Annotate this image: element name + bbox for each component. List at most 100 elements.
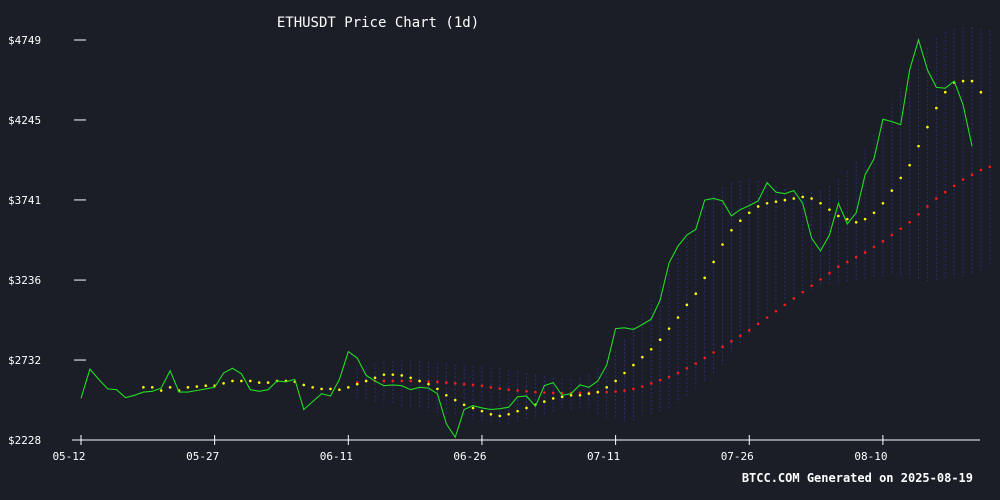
- chart-title: ETHUSDT Price Chart (1d): [277, 15, 479, 31]
- short-ma-point: [302, 383, 306, 387]
- short-ma-point: [854, 221, 858, 224]
- long-ma-point: [480, 384, 484, 388]
- long-ma-point: [676, 371, 680, 375]
- short-ma-point: [605, 386, 608, 389]
- long-ma-point: [819, 278, 822, 281]
- short-ma-point: [917, 144, 920, 148]
- y-tick-label: $4749: [8, 34, 41, 47]
- short-ma-point: [676, 316, 680, 319]
- short-ma-point: [560, 395, 564, 399]
- long-ma-point: [703, 356, 706, 360]
- short-ma-point: [409, 376, 412, 380]
- long-ma-point: [845, 260, 849, 264]
- long-ma-point: [756, 322, 760, 326]
- long-ma-point: [551, 391, 555, 395]
- short-ma-point: [142, 386, 145, 389]
- short-ma-point: [596, 390, 600, 394]
- y-tick-label: $3741: [8, 194, 41, 207]
- long-ma-point: [721, 345, 724, 349]
- short-ma-point: [222, 382, 225, 385]
- long-ma-point: [649, 382, 653, 385]
- short-ma-point: [248, 379, 252, 383]
- short-ma-point: [498, 414, 502, 418]
- short-ma-point: [525, 406, 528, 410]
- long-ma-point: [641, 385, 644, 388]
- short-ma-point: [168, 386, 172, 389]
- price-line: [80, 37, 973, 439]
- long-ma-point: [783, 303, 787, 307]
- short-ma-point: [436, 387, 439, 391]
- long-ma-point: [578, 391, 582, 395]
- long-ma-point: [507, 388, 510, 392]
- short-ma-point: [462, 403, 466, 407]
- long-ma-point: [854, 255, 858, 259]
- short-ma-point: [195, 385, 199, 388]
- short-ma-point: [364, 379, 368, 383]
- short-ma-point: [667, 327, 671, 330]
- long-ma-point: [382, 379, 386, 383]
- long-ma-point: [739, 334, 742, 338]
- long-ma-point: [810, 284, 813, 288]
- short-ma-point: [231, 379, 234, 383]
- long-ma-point: [863, 251, 867, 254]
- short-ma-point: [453, 398, 457, 402]
- short-ma-point: [204, 384, 208, 388]
- short-ma-point: [970, 79, 974, 83]
- short-ma-point: [338, 388, 341, 392]
- short-ma-point: [979, 90, 983, 94]
- short-ma-point: [320, 387, 323, 391]
- short-ma-point: [150, 386, 154, 389]
- long-ma-series: [355, 165, 992, 395]
- long-ma-point: [632, 387, 635, 391]
- long-ma-point: [658, 378, 662, 382]
- long-ma-point: [926, 205, 929, 208]
- short-ma-point: [908, 163, 911, 167]
- short-ma-point: [614, 379, 617, 383]
- short-ma-point: [587, 392, 591, 395]
- short-ma-point: [783, 198, 787, 202]
- short-ma-point: [347, 386, 350, 389]
- short-ma-point: [516, 409, 519, 413]
- short-ma-point: [961, 79, 965, 83]
- short-ma-point: [311, 386, 314, 389]
- y-axis: $4749 $4245 $3741 $3236 $2732 $2228: [8, 34, 86, 447]
- long-ma-point: [400, 379, 404, 383]
- long-ma-point: [543, 391, 546, 394]
- short-ma-point: [765, 201, 769, 205]
- short-ma-point: [186, 386, 190, 389]
- short-ma-point: [774, 200, 778, 203]
- short-ma-point: [881, 201, 885, 205]
- short-ma-point: [935, 106, 938, 110]
- short-ma-point: [649, 347, 653, 351]
- short-ma-point: [685, 303, 689, 307]
- long-ma-point: [667, 375, 671, 379]
- long-ma-point: [979, 168, 983, 172]
- short-ma-point: [418, 379, 421, 383]
- y-tick-label: $4245: [8, 114, 41, 127]
- long-ma-point: [525, 389, 528, 393]
- short-ma-point: [400, 374, 404, 377]
- long-ma-point: [489, 386, 493, 389]
- long-ma-point: [792, 297, 796, 300]
- long-ma-point: [747, 328, 751, 332]
- long-ma-point: [881, 240, 885, 243]
- short-ma-point: [632, 363, 635, 367]
- short-ma-point: [391, 373, 395, 376]
- footer-text: BTCC.COM Generated on 2025-08-19: [742, 471, 973, 485]
- long-ma-point: [427, 380, 430, 383]
- short-ma-point: [543, 400, 546, 403]
- long-ma-point: [988, 165, 992, 169]
- short-ma-point: [801, 195, 805, 199]
- x-tick-label: 06-26: [453, 450, 486, 463]
- short-ma-point: [810, 197, 813, 200]
- short-ma-point: [507, 412, 510, 416]
- short-ma-point: [703, 276, 706, 280]
- short-ma-point: [863, 217, 867, 221]
- long-ma-point: [801, 290, 805, 294]
- short-ma-point: [427, 382, 430, 386]
- long-ma-point: [436, 380, 439, 384]
- long-ma-point: [952, 184, 956, 188]
- long-ma-point: [462, 382, 466, 386]
- short-ma-point: [756, 205, 760, 208]
